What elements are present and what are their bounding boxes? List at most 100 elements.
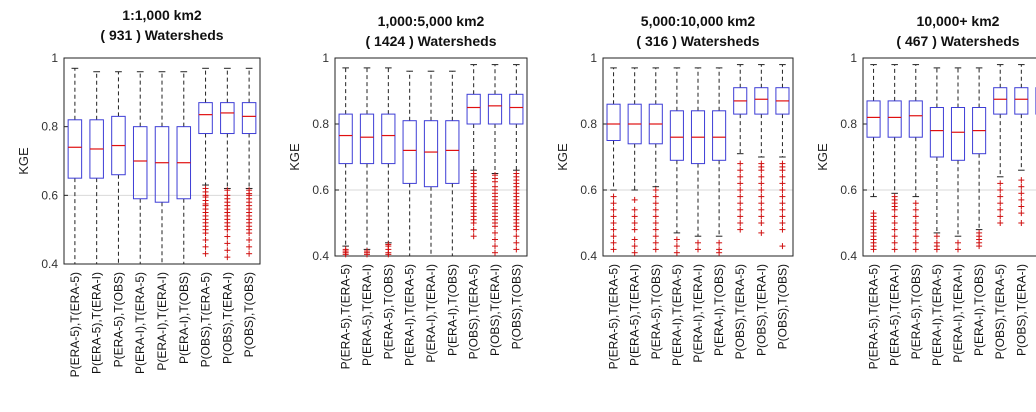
y-axis-label: KGE xyxy=(815,143,830,171)
box-iqr xyxy=(467,94,480,124)
outlier-point xyxy=(224,234,230,240)
axes-frame xyxy=(335,58,527,256)
outlier-point xyxy=(471,227,477,233)
x-category-label: P(OBS),T(OBS) xyxy=(509,264,523,349)
boxplot-2 xyxy=(888,65,901,253)
boxplot-3 xyxy=(909,65,922,253)
outlier-point xyxy=(913,240,919,246)
box-iqr xyxy=(339,114,352,164)
outlier-point xyxy=(1018,204,1024,210)
outlier-point xyxy=(779,227,785,233)
x-category-label: P(OBS),T(ERA-5) xyxy=(199,272,213,367)
boxplot-4 xyxy=(670,68,683,256)
y-tick-label: 0.4 xyxy=(580,249,597,263)
box-iqr xyxy=(994,88,1007,114)
boxplot-6 xyxy=(713,68,726,256)
boxplot-7 xyxy=(199,68,213,256)
outlier-point xyxy=(653,227,659,233)
outlier-point xyxy=(492,250,498,256)
outlier-point xyxy=(674,237,680,243)
outlier-point xyxy=(892,220,898,226)
boxplot-6 xyxy=(446,71,459,256)
outlier-point xyxy=(997,220,1003,226)
outlier-point xyxy=(716,250,722,256)
y-tick-label: 1 xyxy=(322,51,329,65)
x-category-label: P(ERA-5),T(OBS) xyxy=(111,272,125,367)
outlier-point xyxy=(513,233,519,239)
box-iqr xyxy=(951,108,964,161)
x-category-label: P(ERA-I),T(ERA-I) xyxy=(424,264,438,363)
outlier-point xyxy=(997,180,1003,186)
box-iqr xyxy=(424,121,437,187)
axes-frame xyxy=(863,58,1036,256)
outlier-point xyxy=(934,246,940,252)
y-tick-label: 0.8 xyxy=(840,117,857,131)
boxplot-3 xyxy=(112,72,126,264)
outlier-point xyxy=(758,180,764,186)
outlier-point xyxy=(632,213,638,219)
outlier-point xyxy=(611,227,617,233)
boxplot-2 xyxy=(628,68,641,256)
outlier-point xyxy=(737,227,743,233)
box-iqr xyxy=(755,88,768,114)
chart-title-line-1: 5,000:10,000 km2 xyxy=(641,13,756,29)
outlier-point xyxy=(224,247,230,253)
outlier-point xyxy=(471,233,477,239)
outlier-point xyxy=(632,207,638,213)
boxplot-6 xyxy=(177,72,191,264)
outlier-point xyxy=(246,237,252,243)
outlier-point xyxy=(955,246,961,252)
y-tick-label: 0.4 xyxy=(312,249,329,263)
outlier-point xyxy=(653,240,659,246)
outlier-point xyxy=(955,240,961,246)
outlier-point xyxy=(737,207,743,213)
boxplot-4 xyxy=(930,68,943,253)
outlier-point xyxy=(892,213,898,219)
x-category-label: P(OBS),T(OBS) xyxy=(775,264,789,349)
outlier-point xyxy=(997,207,1003,213)
outlier-point xyxy=(653,207,659,213)
outlier-point xyxy=(653,220,659,226)
box-iqr xyxy=(670,111,683,161)
outlier-point xyxy=(632,197,638,203)
box-iqr xyxy=(888,101,901,137)
boxplot-7 xyxy=(994,65,1007,226)
outlier-point xyxy=(246,244,252,250)
outlier-point xyxy=(997,187,1003,193)
outlier-point xyxy=(611,233,617,239)
outlier-point xyxy=(779,187,785,193)
outlier-point xyxy=(758,167,764,173)
outlier-point xyxy=(632,250,638,256)
chart-title-line-2: ( 316 ) Watersheds xyxy=(636,33,759,49)
outlier-point xyxy=(913,213,919,219)
boxplot-5 xyxy=(951,68,964,253)
boxplot-5 xyxy=(424,71,437,256)
outlier-point xyxy=(632,220,638,226)
outlier-point xyxy=(492,230,498,236)
outlier-point xyxy=(246,251,252,257)
outlier-point xyxy=(934,233,940,239)
x-category-label: P(ERA-I),T(ERA-5) xyxy=(133,272,147,374)
x-category-label: P(ERA-5),T(OBS) xyxy=(381,264,395,359)
box-iqr xyxy=(909,101,922,137)
outlier-point xyxy=(513,246,519,252)
x-category-label: P(ERA-I),T(OBS) xyxy=(445,264,459,356)
outlier-point xyxy=(997,194,1003,200)
x-category-label: P(ERA-I),T(OBS) xyxy=(177,272,191,364)
y-tick-label: 0.6 xyxy=(41,188,58,202)
outlier-point xyxy=(913,227,919,233)
boxplot-8 xyxy=(488,65,501,256)
box-iqr xyxy=(446,121,459,184)
outlier-point xyxy=(758,213,764,219)
outlier-point xyxy=(611,246,617,252)
outlier-point xyxy=(674,250,680,256)
boxplot-5 xyxy=(155,72,169,264)
outlier-point xyxy=(779,180,785,186)
box-iqr xyxy=(133,127,147,199)
outlier-point xyxy=(892,227,898,233)
x-category-label: P(ERA-5),T(ERA-I) xyxy=(628,264,642,366)
x-category-label: P(OBS),T(ERA-5) xyxy=(467,264,481,359)
outlier-point xyxy=(611,194,617,200)
y-axis-label: KGE xyxy=(16,147,31,175)
